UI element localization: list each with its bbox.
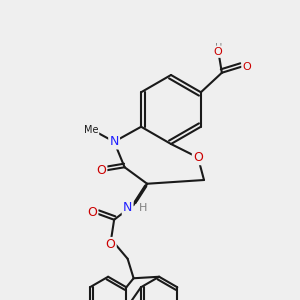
Text: O: O (106, 238, 116, 251)
Text: H: H (215, 43, 223, 53)
Text: O: O (87, 206, 97, 219)
Text: N: N (110, 135, 119, 148)
Text: N: N (123, 201, 132, 214)
Text: Me: Me (84, 125, 98, 135)
Text: O: O (193, 151, 203, 164)
Text: O: O (213, 47, 222, 57)
Text: O: O (242, 62, 251, 72)
Text: O: O (96, 164, 106, 177)
Text: H: H (138, 203, 147, 213)
